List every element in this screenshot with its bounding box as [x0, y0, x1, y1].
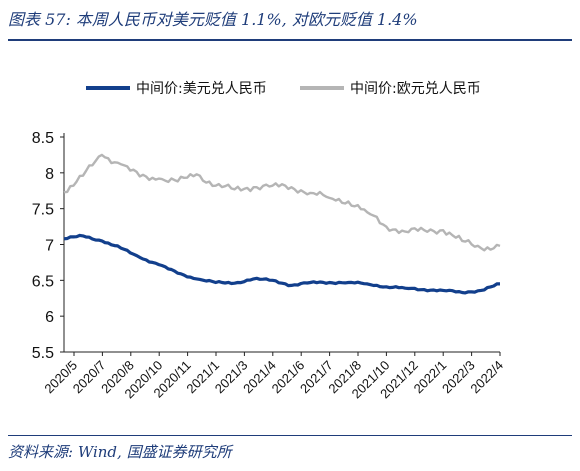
y-tick-label: 6.5 — [32, 273, 54, 290]
x-tick-label: 2022/4 — [467, 358, 506, 397]
y-tick-label: 8.5 — [32, 130, 54, 147]
legend: 中间价:美元兑人民币 中间价:欧元兑人民币 — [86, 81, 481, 97]
series-line-usd-cny — [63, 233, 500, 295]
y-tick-label: 7.5 — [32, 202, 54, 219]
source-rule — [8, 435, 572, 436]
chart-title: 图表 57: 本周人民币对美元贬值 1.1%, 对欧元贬值 1.4% — [8, 10, 418, 29]
axes: 8.587.576.565.52020/52020/72020/82020/10… — [32, 130, 506, 401]
series-line-eur-cny — [63, 153, 501, 252]
y-tick-label: 5.5 — [32, 345, 54, 362]
legend-label: 中间价:美元兑人民币 — [136, 81, 267, 97]
y-tick-label: 7 — [45, 238, 54, 255]
y-tick-label: 8 — [45, 166, 54, 183]
source-note: 资料来源: Wind, 国盛证券研究所 — [8, 443, 232, 461]
title-rule — [8, 39, 572, 41]
series-lines — [63, 153, 501, 295]
legend-label: 中间价:欧元兑人民币 — [350, 81, 481, 97]
y-tick-label: 6 — [45, 309, 54, 326]
